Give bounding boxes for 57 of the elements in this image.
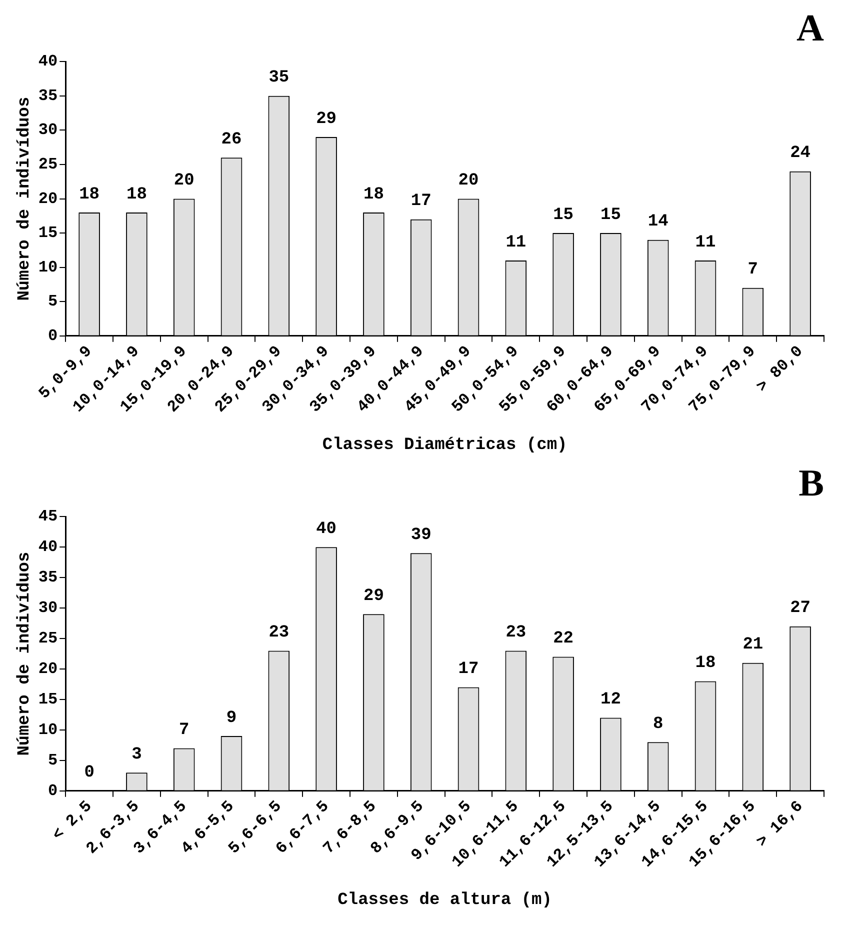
data-label: 12 — [600, 690, 621, 710]
data-label: 7 — [179, 721, 190, 740]
data-label: 20 — [174, 172, 194, 191]
data-label: 27 — [790, 599, 811, 618]
y-tick-label: 20 — [38, 190, 58, 208]
y-tick-label: 10 — [38, 258, 58, 276]
data-label: 23 — [268, 623, 290, 642]
y-axis-title: Número de indivíduos — [15, 96, 34, 301]
data-label: 15 — [553, 206, 574, 225]
y-tick-label: 30 — [38, 599, 58, 618]
y-tick-label: 45 — [38, 508, 58, 526]
data-label: 11 — [695, 233, 716, 252]
data-label: 17 — [458, 660, 479, 680]
y-tick-label: 20 — [38, 660, 58, 678]
y-tick-label: 5 — [48, 292, 58, 311]
y-tick-label: 35 — [38, 568, 58, 587]
data-label: 9 — [226, 708, 237, 728]
x-axis-title: Classes de altura (m) — [338, 891, 552, 910]
y-tick-label: 30 — [38, 121, 58, 140]
data-label: 29 — [364, 586, 384, 606]
chart-title: B — [798, 462, 824, 505]
y-tick-label: 40 — [38, 52, 58, 71]
data-label: 8 — [653, 714, 664, 734]
data-label: 24 — [790, 144, 811, 164]
data-label: 7 — [748, 260, 758, 280]
data-label: 26 — [221, 130, 242, 150]
y-tick-label: 10 — [38, 720, 58, 739]
data-label: 18 — [364, 185, 384, 204]
y-tick-label: 15 — [38, 690, 58, 709]
chart-title: A — [796, 8, 825, 50]
data-label: 0 — [84, 764, 94, 783]
data-label: 18 — [126, 185, 147, 204]
data-label: 14 — [648, 212, 668, 232]
y-tick-label: 5 — [48, 751, 58, 770]
data-label: 39 — [410, 526, 432, 545]
y-tick-label: 0 — [48, 326, 58, 345]
y-tick-label: 35 — [38, 86, 58, 105]
data-label: 18 — [79, 185, 100, 204]
data-label: 18 — [695, 654, 716, 673]
data-label: 11 — [506, 233, 526, 252]
data-label: 21 — [742, 636, 764, 655]
data-label: 29 — [316, 110, 337, 129]
data-label: 3 — [132, 745, 142, 764]
data-label: 35 — [268, 68, 290, 88]
data-label: 22 — [553, 630, 574, 649]
y-tick-label: 25 — [38, 156, 58, 174]
y-tick-label: 25 — [38, 630, 58, 648]
y-tick-label: 15 — [38, 224, 58, 242]
data-label: 20 — [458, 172, 479, 191]
data-label: 40 — [316, 520, 337, 539]
y-tick-label: 0 — [48, 782, 58, 800]
data-label: 23 — [506, 623, 526, 642]
y-tick-label: 40 — [38, 538, 58, 556]
x-axis-title: Classes Diamétricas (cm) — [322, 436, 568, 456]
y-axis-title: Número de indivíduos — [15, 552, 34, 756]
data-label: 15 — [600, 206, 621, 225]
data-label: 17 — [410, 192, 432, 212]
